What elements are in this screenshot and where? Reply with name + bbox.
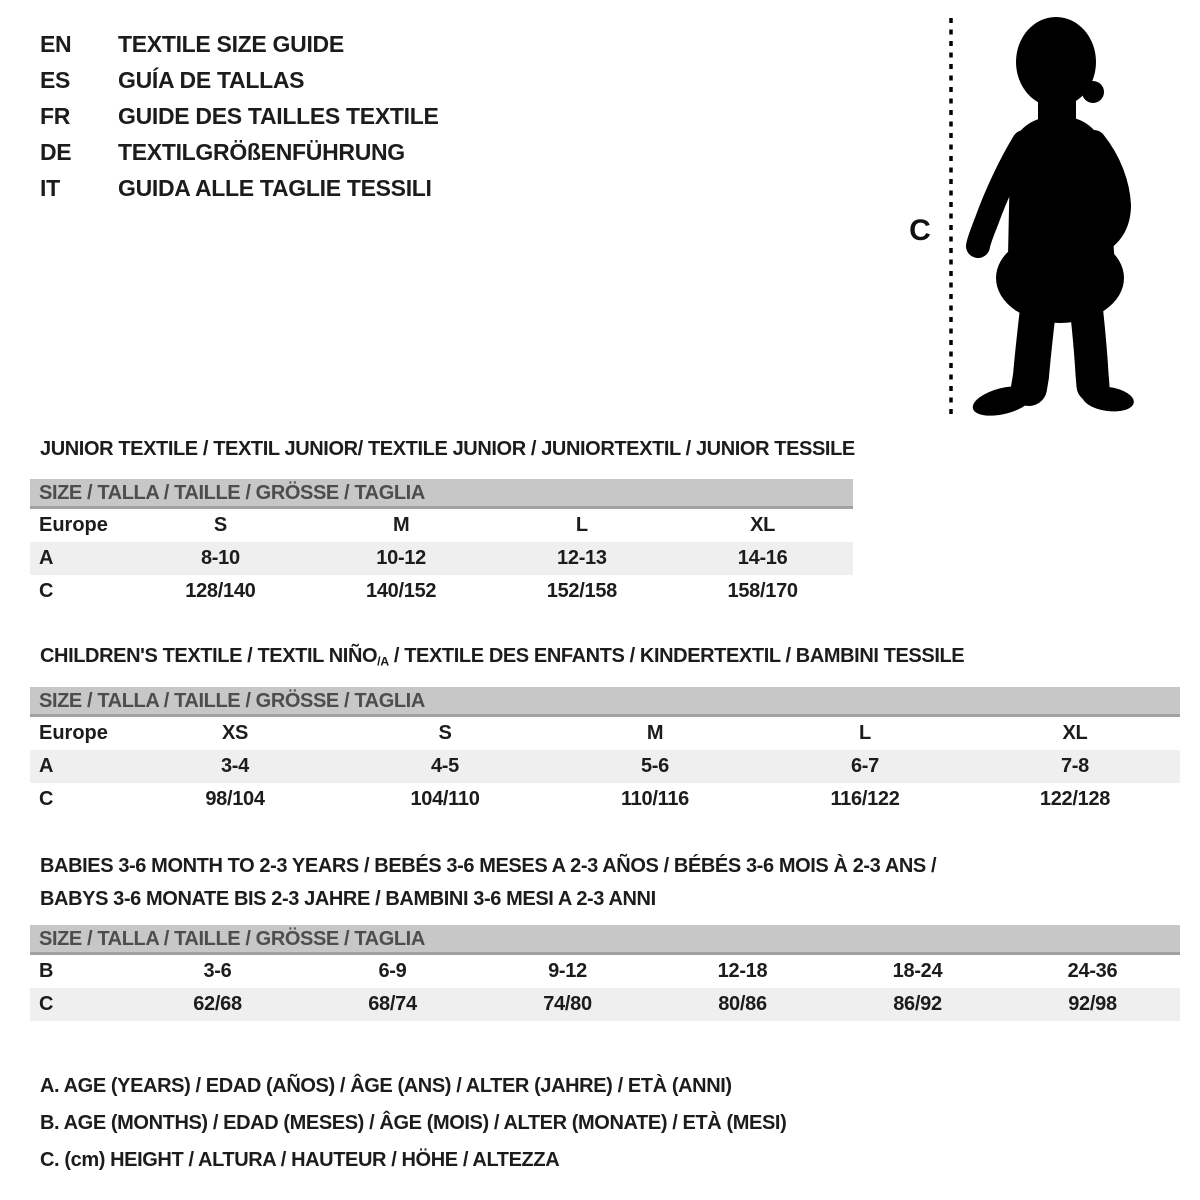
size-header-bar: SIZE / TALLA / TAILLE / GRÖSSE / TAGLIA [30,479,853,509]
height-cell: 74/80 [543,993,592,1015]
measure-legend: A. AGE (YEARS) / EDAD (AÑOS) / ÂGE (ANS)… [40,1068,787,1179]
height-cell: 110/116 [621,788,689,810]
height-cell: 152/158 [546,580,618,602]
language-row: EN TEXTILE SIZE GUIDE [40,26,439,62]
language-title: GUIDA ALLE TAGLIE TESSILI [118,174,432,201]
language-row: ES GUÍA DE TALLAS [40,62,439,98]
height-cell: 116/122 [830,788,900,810]
size-cell: S [438,722,452,744]
row-label: B [39,960,54,982]
height-cell: 86/92 [893,993,942,1015]
language-title: GUÍA DE TALLAS [118,66,305,93]
row-label: Europe [39,514,108,536]
age-cell: 6-7 [850,755,879,777]
table-row: C 62/68 68/74 74/80 80/86 86/92 92/98 [30,988,1180,1021]
age-cell: 4-5 [430,755,459,777]
table-row: Europe S M L XL [30,509,853,542]
language-title: TEXTILGRÖßENFÜHRUNG [118,138,405,165]
children-section-title: CHILDREN'S TEXTILE / TEXTIL NIÑO/A / TEX… [40,645,965,669]
size-cell: L [575,514,588,536]
size-header-bar: SIZE / TALLA / TAILLE / GRÖSSE / TAGLIA [30,687,1180,717]
age-cell: 10-12 [376,547,426,569]
row-label: C [39,993,54,1015]
months-cell: 24-36 [1067,960,1118,982]
table-row: C 98/104 104/110 110/116 116/122 122/128 [30,783,1180,816]
age-cell: 3-4 [220,755,249,777]
size-cell: S [213,514,227,536]
table-row: C 128/140 140/152 152/158 158/170 [30,575,853,608]
table-row: B 3-6 6-9 9-12 12-18 18-24 24-36 [30,955,1180,988]
age-cell: 14-16 [737,547,788,569]
height-cell: 158/170 [727,580,799,602]
toddler-silhouette-limbs [966,130,1132,406]
babies-title-line-1: BABIES 3-6 MONTH TO 2-3 YEARS / BEBÉS 3-… [40,855,937,877]
table-row: A 3-4 4-5 5-6 6-7 7-8 [30,750,1180,783]
age-cell: 8-10 [200,547,240,569]
table-row: A 8-10 10-12 12-13 14-16 [30,542,853,575]
row-label: A [39,755,54,777]
children-size-table: SIZE / TALLA / TAILLE / GRÖSSE / TAGLIA … [30,687,1180,816]
size-cell: XS [221,722,249,744]
table-row: Europe XS S M L XL [30,717,1180,750]
children-title-subscript: /A [377,654,389,669]
language-title-list: EN TEXTILE SIZE GUIDE ES GUÍA DE TALLAS … [40,26,439,206]
row-label: C [39,580,54,602]
height-cell: 80/86 [718,993,767,1015]
age-cell: 7-8 [1060,755,1089,777]
height-cell: 122/128 [1039,788,1111,810]
language-row: DE TEXTILGRÖßENFÜHRUNG [40,134,439,170]
months-cell: 3-6 [203,960,232,982]
legend-line-age-months: B. AGE (MONTHS) / EDAD (MESES) / ÂGE (MO… [40,1112,787,1134]
language-code: DE [40,138,72,165]
legend-line-age-years: A. AGE (YEARS) / EDAD (AÑOS) / ÂGE (ANS)… [40,1075,732,1097]
height-cell: 68/74 [368,993,417,1015]
row-label: A [39,547,54,569]
age-cell: 5-6 [640,755,669,777]
size-header-bar: SIZE / TALLA / TAILLE / GRÖSSE / TAGLIA [30,925,1180,955]
height-measure-label: C [909,214,931,247]
height-cell: 104/110 [410,788,480,810]
children-title-rest: / TEXTILE DES ENFANTS / KINDERTEXTIL / B… [388,645,965,667]
months-cell: 6-9 [378,960,407,982]
children-title-main: CHILDREN'S TEXTILE / TEXTIL NIÑO [40,645,378,667]
row-label: C [39,788,54,810]
junior-section-title: JUNIOR TEXTILE / TEXTIL JUNIOR/ TEXTILE … [40,438,855,460]
language-code: EN [40,30,72,57]
size-cell: L [859,722,871,744]
babies-title-line-2: BABYS 3-6 MONATE BIS 2-3 JAHRE / BAMBINI… [40,888,656,910]
language-row: IT GUIDA ALLE TAGLIE TESSILI [40,170,439,206]
language-code: FR [40,102,71,129]
age-cell: 12-13 [557,547,607,569]
legend-line-height: C. (cm) HEIGHT / ALTURA / HAUTEUR / HÖHE… [40,1149,560,1171]
size-cell: M [392,514,410,536]
height-cell: 62/68 [193,993,242,1015]
row-label: Europe [39,722,108,744]
babies-size-table: SIZE / TALLA / TAILLE / GRÖSSE / TAGLIA … [30,925,1180,1021]
height-cell: 92/98 [1068,993,1117,1015]
months-cell: 18-24 [892,960,943,982]
language-title: TEXTILE SIZE GUIDE [118,30,344,57]
months-cell: 12-18 [717,960,768,982]
height-cell: 140/152 [366,580,437,602]
language-code: ES [40,66,71,93]
height-measure-figure: C [890,0,1200,430]
height-cell: 98/104 [205,788,265,810]
junior-size-table: SIZE / TALLA / TAILLE / GRÖSSE / TAGLIA … [30,479,853,608]
months-cell: 9-12 [548,960,587,982]
language-code: IT [40,174,60,201]
size-cell: M [646,722,664,744]
language-row: FR GUIDE DES TAILLES TEXTILE [40,98,439,134]
babies-section-title: BABIES 3-6 MONTH TO 2-3 YEARS / BEBÉS 3-… [40,850,937,916]
size-cell: XL [750,514,776,536]
size-cell: XL [1062,722,1088,744]
height-cell: 128/140 [185,580,256,602]
language-title: GUIDE DES TAILLES TEXTILE [118,102,439,129]
